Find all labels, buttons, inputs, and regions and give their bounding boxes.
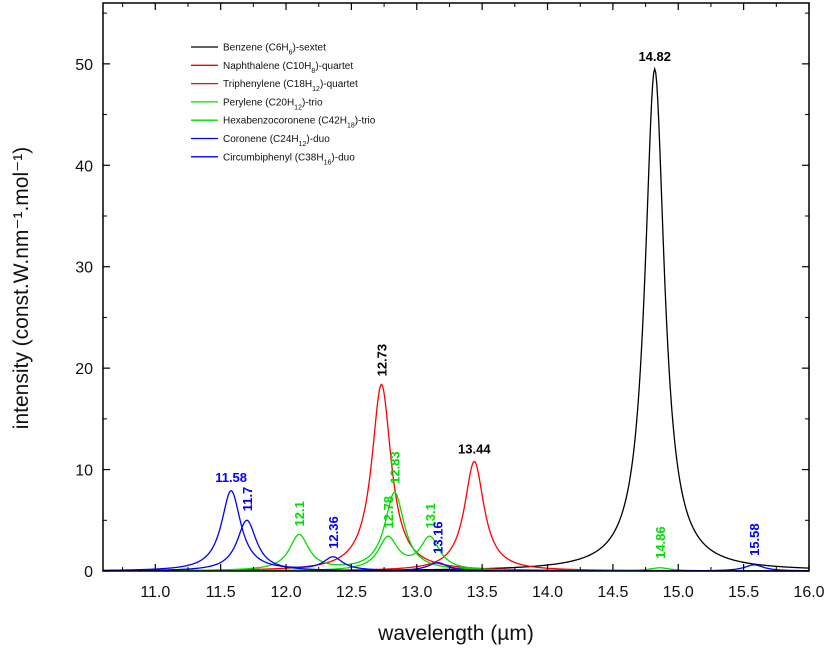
peak-labels: 14.82 12.73 13.44 11.58 11.7 12.1 12.36 12.78 12… xyxy=(215,49,762,559)
peak-label: 13.1 xyxy=(423,503,438,528)
x-tick-label: 11.5 xyxy=(206,584,236,601)
y-tick-label: 50 xyxy=(75,57,93,74)
y-axis-title: intensity (const.W.nm⁻¹.mol⁻¹) xyxy=(10,147,33,429)
y-tick-label: 30 xyxy=(75,260,93,277)
x-tick-label: 11.0 xyxy=(140,584,170,601)
peak-label: 13.16 xyxy=(431,521,446,554)
peak-label: 11.58 xyxy=(215,470,247,485)
x-tick-label: 13.0 xyxy=(401,584,432,601)
y-tick-label: 10 xyxy=(75,463,93,480)
x-axis: 11.0 11.5 12.0 12.5 13.0 13.5 14.0 14.5 15.0 15.5… xyxy=(122,3,825,601)
legend-entry: Coronene (C24H12)-duo xyxy=(223,134,330,148)
curve-circumbiphenyl-c38h16-duo xyxy=(103,519,810,572)
x-tick-label: 13.5 xyxy=(467,584,498,601)
y-tick-label: 40 xyxy=(75,158,93,175)
peak-label: 12.83 xyxy=(388,451,403,484)
peak-label: 11.7 xyxy=(240,487,255,512)
curve-coronene-c24h12-duo xyxy=(102,489,809,572)
curves xyxy=(102,66,810,572)
x-tick-label: 12.5 xyxy=(336,584,367,601)
legend-entry: Triphenylene (C18H12)-quartet xyxy=(223,79,358,93)
legend-entry: Naphthalene (C10H8)-quartet xyxy=(223,61,353,75)
x-tick-label: 16.0 xyxy=(793,584,824,601)
peak-label: 14.86 xyxy=(653,526,668,559)
curve-triphenylene-c18h12-quartet xyxy=(103,460,809,572)
x-tick-label: 15.5 xyxy=(728,584,759,601)
x-tick-label: 15.0 xyxy=(663,584,694,601)
x-tick-label: 14.0 xyxy=(532,584,563,601)
peak-label: 12.73 xyxy=(375,344,390,377)
y-axis: 0 10 20 30 40 50 xyxy=(75,12,809,581)
legend-entry: Hexabenzocoronene (C42H18)-trio xyxy=(223,116,376,130)
peak-label: 12.78 xyxy=(381,496,396,529)
x-axis-title: wavelength (µm) xyxy=(377,622,534,645)
peak-label: 15.58 xyxy=(747,523,762,556)
plot-frame xyxy=(102,2,810,572)
y-tick-label: 20 xyxy=(75,361,93,378)
legend: Benzene (C6H6)-sextet Naphthalene (C10H8)… xyxy=(191,43,376,166)
legend-entry: Perylene (C20H12)-trio xyxy=(223,97,323,111)
peak-label: 14.82 xyxy=(638,49,671,64)
curve-benzene-c6h6-sextet xyxy=(103,66,810,572)
y-tick-label: 0 xyxy=(84,564,93,581)
legend-entry: Circumbiphenyl (C38H16)-duo xyxy=(223,152,355,166)
peak-label: 12.36 xyxy=(326,516,341,549)
x-tick-label: 14.5 xyxy=(597,584,628,601)
peak-label: 12.1 xyxy=(292,501,307,526)
peak-label: 13.44 xyxy=(458,441,491,456)
legend-entry: Benzene (C6H6)-sextet xyxy=(223,43,326,57)
x-tick-label: 12.0 xyxy=(270,584,301,601)
curve-perylene-c20h12-trio xyxy=(103,491,809,572)
